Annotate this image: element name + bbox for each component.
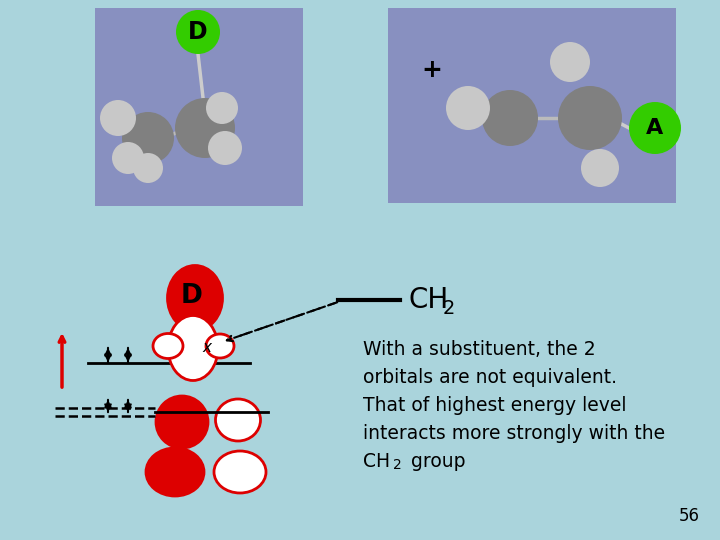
Ellipse shape bbox=[168, 266, 222, 330]
Circle shape bbox=[206, 92, 238, 124]
Circle shape bbox=[558, 86, 622, 150]
Circle shape bbox=[581, 149, 619, 187]
Circle shape bbox=[550, 42, 590, 82]
Circle shape bbox=[176, 10, 220, 54]
Bar bbox=[95, 8, 303, 206]
Text: D: D bbox=[181, 283, 203, 309]
Ellipse shape bbox=[206, 334, 234, 358]
Ellipse shape bbox=[168, 315, 218, 381]
Circle shape bbox=[175, 98, 235, 158]
Text: D: D bbox=[188, 20, 208, 44]
Text: With a substituent, the 2: With a substituent, the 2 bbox=[363, 340, 595, 359]
Ellipse shape bbox=[153, 334, 183, 359]
Text: 2: 2 bbox=[443, 299, 455, 318]
Text: CH: CH bbox=[408, 286, 449, 314]
Text: +: + bbox=[107, 98, 128, 122]
Text: +: + bbox=[422, 58, 442, 82]
Circle shape bbox=[208, 131, 242, 165]
Text: That of highest energy level: That of highest energy level bbox=[363, 396, 626, 415]
Text: orbitals are not equivalent.: orbitals are not equivalent. bbox=[363, 368, 617, 387]
Text: 2: 2 bbox=[393, 458, 402, 472]
Ellipse shape bbox=[214, 451, 266, 493]
Text: group: group bbox=[405, 452, 466, 471]
Ellipse shape bbox=[215, 399, 261, 441]
Circle shape bbox=[446, 86, 490, 130]
Circle shape bbox=[482, 90, 538, 146]
Text: A: A bbox=[647, 118, 664, 138]
Bar bbox=[388, 8, 676, 203]
Circle shape bbox=[629, 102, 681, 154]
Text: x: x bbox=[202, 341, 212, 355]
Text: 56: 56 bbox=[679, 507, 700, 525]
Text: interacts more strongly with the: interacts more strongly with the bbox=[363, 424, 665, 443]
Ellipse shape bbox=[146, 448, 204, 496]
Text: CH: CH bbox=[363, 452, 390, 471]
Circle shape bbox=[122, 112, 174, 164]
Circle shape bbox=[100, 100, 136, 136]
Ellipse shape bbox=[156, 396, 208, 448]
Circle shape bbox=[112, 142, 144, 174]
Circle shape bbox=[133, 153, 163, 183]
